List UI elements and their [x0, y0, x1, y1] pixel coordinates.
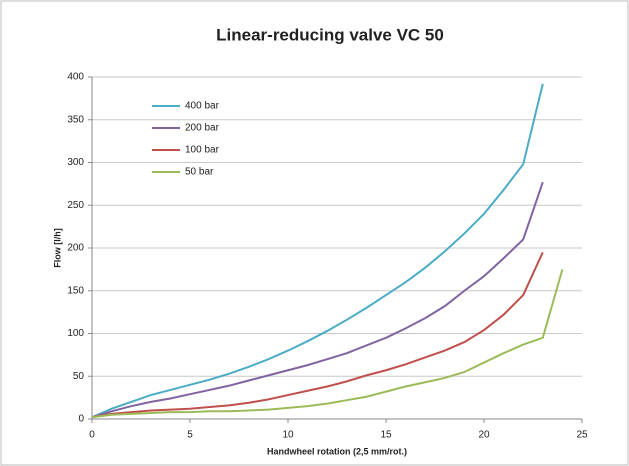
chart-title: Linear-reducing valve VC 50: [216, 25, 444, 44]
x-tick-label: 20: [478, 430, 490, 441]
y-tick-label: 350: [67, 114, 84, 125]
x-tick-label: 15: [380, 430, 392, 441]
series-line: [91, 83, 544, 419]
series-line: [91, 251, 544, 419]
legend-label: 200 bar: [185, 123, 220, 134]
x-tick-label: 25: [576, 430, 588, 441]
y-tick-label: 250: [67, 200, 84, 211]
y-tick-label: 400: [67, 72, 84, 83]
y-tick-label: 200: [67, 243, 84, 254]
x-tick-label: 10: [282, 430, 294, 441]
y-tick-label: 0: [78, 414, 84, 425]
y-tick-label: 100: [67, 328, 84, 339]
series-line: [91, 269, 564, 419]
legend-label: 400 bar: [185, 101, 220, 112]
x-axis-label: Handwheel rotation (2,5 mm/rot.): [267, 446, 407, 456]
series-line: [91, 181, 544, 419]
y-axis-label: Flow [l/h]: [52, 228, 62, 268]
x-tick-label: 0: [89, 430, 95, 441]
y-tick-label: 50: [73, 371, 85, 382]
y-tick-label: 300: [67, 157, 84, 168]
x-tick-label: 5: [187, 430, 193, 441]
legend-label: 100 bar: [185, 145, 220, 156]
legend-label: 50 bar: [185, 167, 214, 178]
y-tick-label: 150: [67, 285, 84, 296]
